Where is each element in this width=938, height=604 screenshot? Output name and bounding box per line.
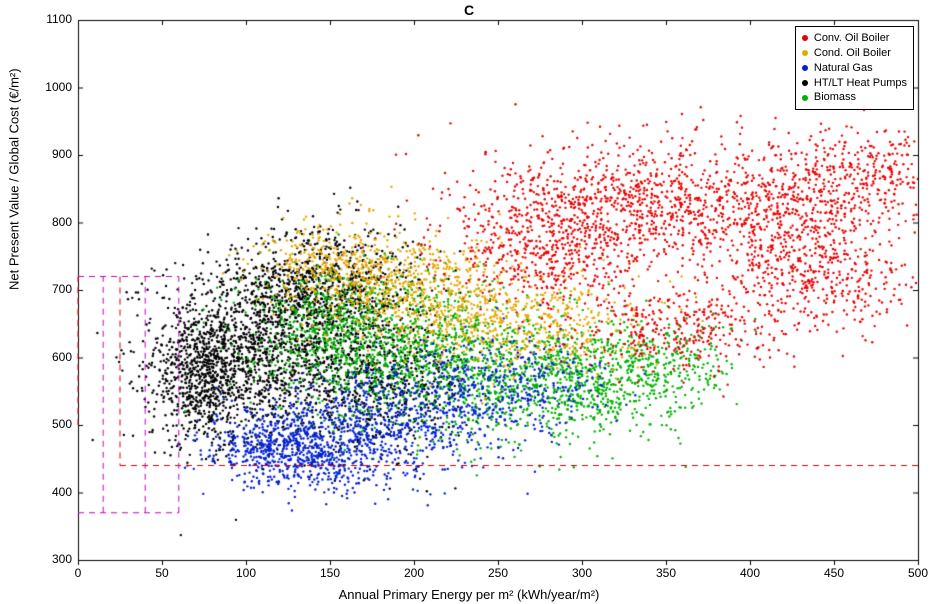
- legend-label: Conv. Oil Boiler: [814, 31, 890, 46]
- legend-label: Biomass: [814, 90, 856, 105]
- legend-item: Natural Gas: [802, 61, 907, 76]
- legend-label: Cond. Oil Boiler: [814, 46, 891, 61]
- y-tick-label: 600: [52, 350, 72, 364]
- legend-label: Natural Gas: [814, 61, 873, 76]
- legend-swatch: [802, 65, 808, 71]
- y-tick-label: 400: [52, 485, 72, 499]
- legend-swatch: [802, 95, 808, 101]
- legend-swatch: [802, 80, 808, 86]
- y-tick-label: 500: [52, 417, 72, 431]
- x-tick-label: 300: [567, 566, 597, 580]
- legend: Conv. Oil BoilerCond. Oil BoilerNatural …: [795, 26, 914, 110]
- x-tick-label: 200: [399, 566, 429, 580]
- x-tick-label: 350: [651, 566, 681, 580]
- x-tick-label: 450: [819, 566, 849, 580]
- x-tick-label: 100: [231, 566, 261, 580]
- legend-item: Biomass: [802, 90, 907, 105]
- x-tick-label: 250: [483, 566, 513, 580]
- legend-swatch: [802, 50, 808, 56]
- y-tick-label: 1100: [46, 12, 72, 26]
- y-tick-label: 300: [52, 552, 72, 566]
- legend-item: Conv. Oil Boiler: [802, 31, 907, 46]
- legend-item: HT/LT Heat Pumps: [802, 76, 907, 91]
- legend-swatch: [802, 35, 808, 41]
- x-tick-label: 150: [315, 566, 345, 580]
- x-tick-label: 500: [903, 566, 933, 580]
- x-tick-label: 400: [735, 566, 765, 580]
- y-tick-label: 700: [52, 282, 72, 296]
- y-tick-label: 1000: [45, 80, 72, 94]
- y-tick-label: 800: [52, 215, 72, 229]
- y-tick-label: 900: [52, 147, 72, 161]
- y-axis-label: Net Present Value / Global Cost (€/m²): [7, 68, 22, 290]
- x-axis-label: Annual Primary Energy per m² (kWh/year/m…: [0, 587, 938, 602]
- legend-label: HT/LT Heat Pumps: [814, 76, 907, 91]
- scatter-chart: C Annual Primary Energy per m² (kWh/year…: [0, 0, 938, 604]
- x-tick-label: 50: [147, 566, 177, 580]
- x-tick-label: 0: [63, 566, 93, 580]
- legend-item: Cond. Oil Boiler: [802, 46, 907, 61]
